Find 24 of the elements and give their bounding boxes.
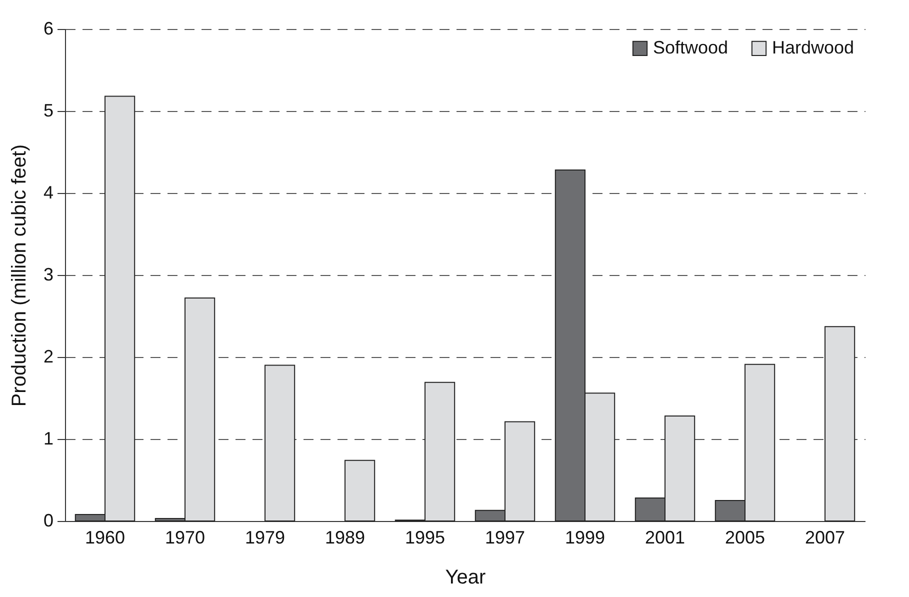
x-tick-label: 1979 — [244, 528, 286, 548]
bar — [344, 460, 376, 522]
bar — [264, 364, 296, 522]
x-tick-label: 2005 — [724, 528, 766, 548]
y-axis-title: Production (million cubic feet) — [8, 144, 30, 407]
x-tick-label: 1997 — [484, 528, 526, 548]
y-tick-label: 0 — [43, 510, 54, 530]
y-tick-label: 5 — [43, 100, 54, 120]
x-tick-label: 1995 — [404, 528, 446, 548]
y-tick-label: 4 — [43, 182, 54, 202]
legend-label: Softwood — [653, 37, 728, 58]
x-tick-label: 1989 — [324, 528, 366, 548]
x-tick-label: 1970 — [164, 528, 206, 548]
legend-label: Hardwood — [772, 37, 854, 58]
bar — [824, 326, 856, 522]
x-tick-label: 2007 — [804, 528, 846, 548]
x-axis-title: Year — [445, 566, 486, 588]
y-tick-label: 1 — [43, 428, 54, 448]
x-tick-label: 2001 — [644, 528, 686, 548]
x-tick-label: 1999 — [564, 528, 606, 548]
x-tick-label: 1960 — [84, 528, 126, 548]
y-tick-label: 6 — [43, 18, 54, 38]
y-tick-label: 3 — [43, 264, 54, 284]
y-tick-label: 2 — [43, 346, 54, 366]
